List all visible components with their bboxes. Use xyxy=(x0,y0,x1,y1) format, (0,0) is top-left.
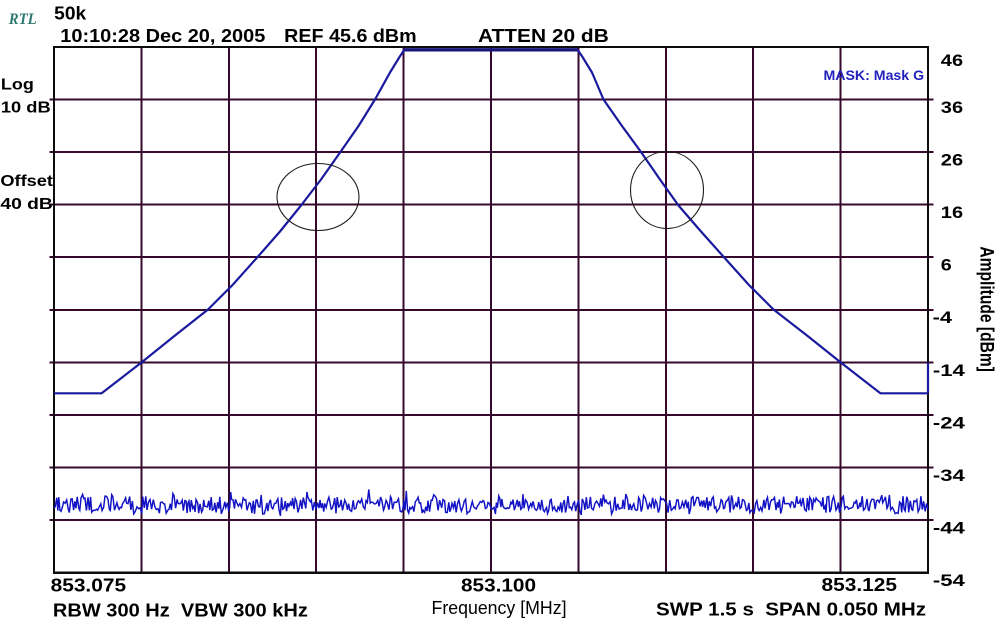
svg-text:36: 36 xyxy=(941,98,963,117)
svg-text:Offset: Offset xyxy=(0,173,53,190)
svg-text:-54: -54 xyxy=(933,571,966,590)
svg-text:RTL: RTL xyxy=(8,11,37,28)
svg-text:26: 26 xyxy=(941,151,963,170)
svg-text:-34: -34 xyxy=(933,466,966,485)
svg-text:-24: -24 xyxy=(933,413,966,432)
svg-text:Frequency [MHz]: Frequency [MHz] xyxy=(432,598,567,618)
svg-text:SWP 1.5 s SPAN 0.050 MHz: SWP 1.5 s SPAN 0.050 MHz xyxy=(656,600,926,620)
svg-text:50k: 50k xyxy=(54,3,87,23)
svg-text:40 dB: 40 dB xyxy=(0,196,52,213)
svg-text:16: 16 xyxy=(941,203,963,222)
svg-text:Log: Log xyxy=(1,76,34,93)
svg-text:10:10:28 Dec 20, 2005: 10:10:28 Dec 20, 2005 xyxy=(60,26,265,46)
svg-text:6: 6 xyxy=(941,256,952,275)
svg-text:-44: -44 xyxy=(933,519,966,538)
svg-text:10 dB: 10 dB xyxy=(1,100,51,117)
svg-text:853.100: 853.100 xyxy=(461,575,536,595)
svg-text:-14: -14 xyxy=(933,361,966,380)
svg-text:853.125: 853.125 xyxy=(822,575,898,595)
svg-text:MASK: Mask G: MASK: Mask G xyxy=(824,67,925,83)
svg-text:REF 45.6 dBm: REF 45.6 dBm xyxy=(284,26,417,46)
svg-text:RBW 300 Hz VBW 300 kHz: RBW 300 Hz VBW 300 kHz xyxy=(53,600,308,620)
svg-text:853.075: 853.075 xyxy=(51,575,127,595)
svg-text:-4: -4 xyxy=(933,308,953,327)
svg-text:46: 46 xyxy=(941,51,963,70)
svg-text:ATTEN 20 dB: ATTEN 20 dB xyxy=(478,26,609,46)
svg-text:Amplitude [dBm]: Amplitude [dBm] xyxy=(976,246,996,372)
